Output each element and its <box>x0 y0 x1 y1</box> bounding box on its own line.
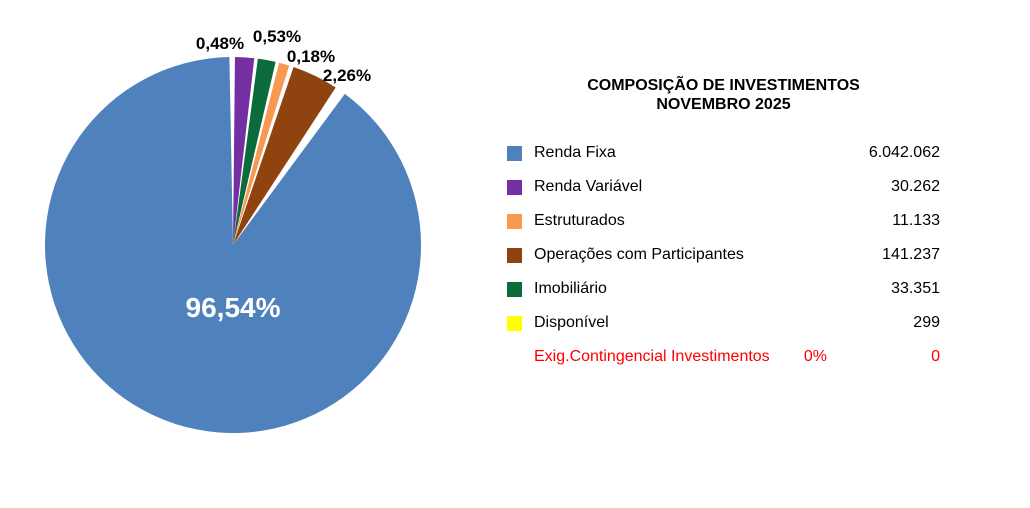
legend-row: Renda Fixa 6.042.062 <box>507 136 940 170</box>
legend-swatch-icon <box>507 179 522 195</box>
legend-row: Renda Variável 30.262 <box>507 170 940 204</box>
chart-title-line1: COMPOSIÇÃO DE INVESTIMENTOS <box>587 77 860 94</box>
legend-label: Operações com Participantes <box>534 246 744 263</box>
pie-slice <box>233 57 255 246</box>
legend-label: Estruturados <box>534 212 625 229</box>
chart-title-line2: NOVEMBRO 2025 <box>656 96 791 113</box>
legend-row: Disponível 299 <box>507 306 940 340</box>
legend-value: 11.133 <box>892 212 940 229</box>
legend-label: Renda Fixa <box>534 144 616 161</box>
pie-slice <box>45 57 422 433</box>
pie-chart: 0,48% 0,53%0,18%2,26% 96,54% <box>45 27 422 433</box>
pie-percent-label: 2,26% <box>323 66 371 85</box>
legend-label: Disponível <box>534 314 609 331</box>
legend-panel: COMPOSIÇÃO DE INVESTIMENTOS NOVEMBRO 202… <box>507 0 940 374</box>
legend-value: 30.262 <box>891 178 940 195</box>
legend-value: 6.042.062 <box>868 144 940 161</box>
chart-title: COMPOSIÇÃO DE INVESTIMENTOS NOVEMBRO 202… <box>507 0 940 114</box>
pie-slice <box>233 58 276 246</box>
legend-swatch-icon <box>507 247 522 263</box>
legend-swatch-icon <box>507 281 522 297</box>
legend-swatch-icon <box>507 315 522 331</box>
legend-label: Imobiliário <box>534 280 607 297</box>
exig-contingencial-value: 0 <box>931 348 940 365</box>
pie-percent-label: 96,54% <box>186 292 281 323</box>
legend-value: 33.351 <box>891 280 940 297</box>
legend-value: 299 <box>913 314 940 331</box>
pie-percent-label: 0,48% <box>196 34 244 53</box>
pie-slice <box>233 67 336 245</box>
exig-contingencial-percent: 0% <box>803 348 827 365</box>
legend-swatch-icon <box>507 145 522 161</box>
legend-row: Imobiliário 33.351 <box>507 272 940 306</box>
legend-label: Renda Variável <box>534 178 643 195</box>
pie-slice <box>233 62 290 245</box>
exig-contingencial-row: Exig.Contingencial Investimentos 0% 0 <box>507 340 940 374</box>
legend-row: Estruturados 11.133 <box>507 204 940 238</box>
pie-percent-label: 0,53% <box>253 27 301 46</box>
pie-percent-label: 0,18% <box>287 47 335 66</box>
legend-value: 141.237 <box>882 246 940 263</box>
legend-row: Operações com Participantes 141.237 <box>507 238 940 272</box>
legend-swatch-icon <box>507 213 522 229</box>
legend: Renda Fixa 6.042.062 Renda Variável 30.262 E… <box>507 136 940 340</box>
exig-contingencial-label: Exig.Contingencial Investimentos <box>534 348 770 365</box>
